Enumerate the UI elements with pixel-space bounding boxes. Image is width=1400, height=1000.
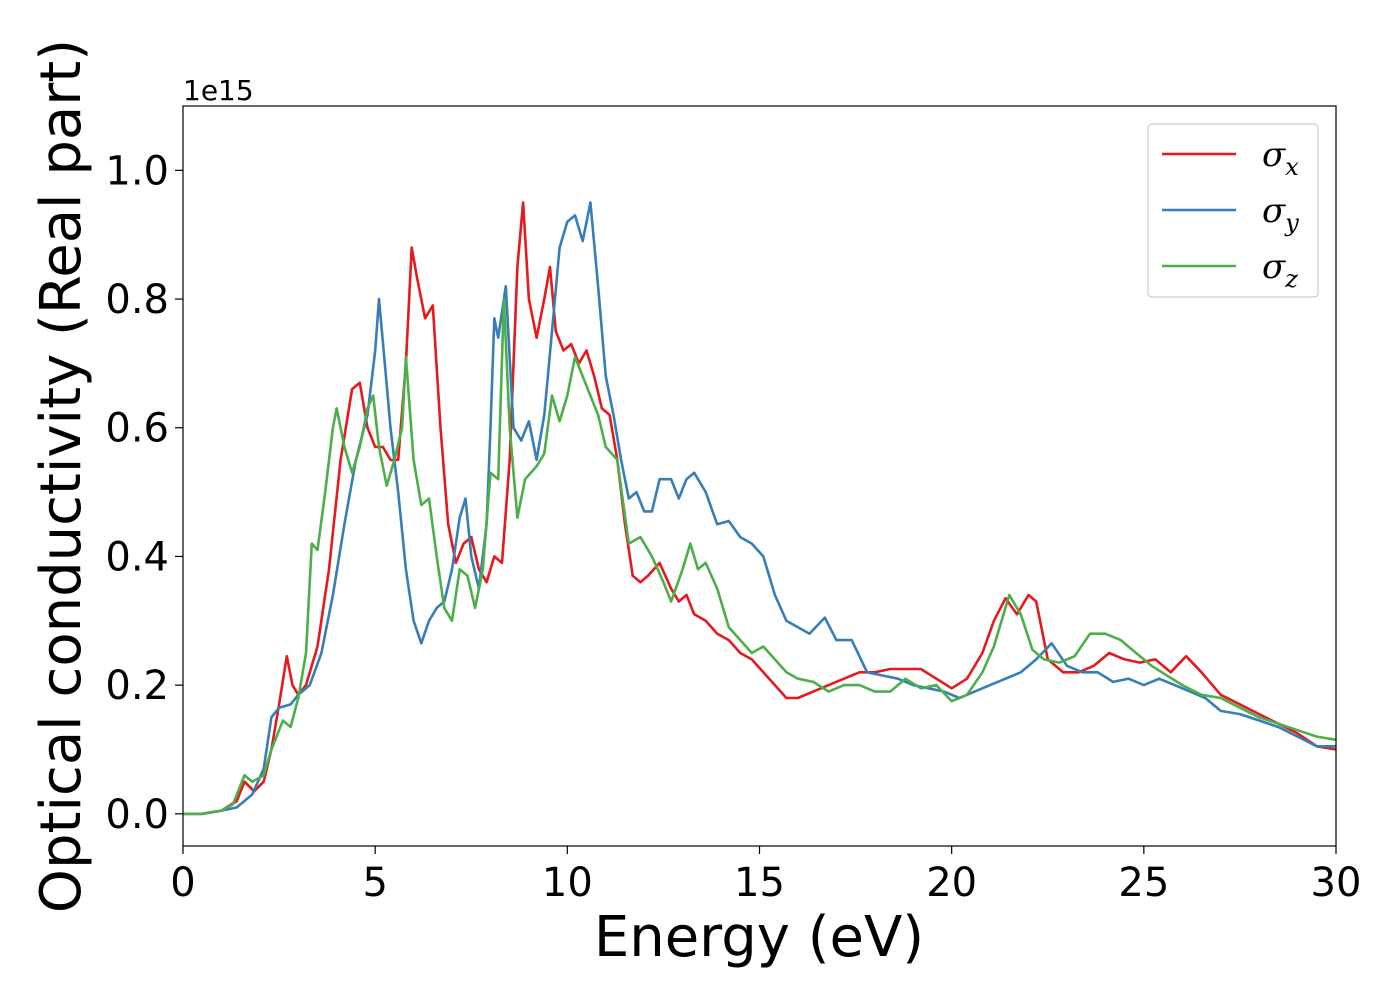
y-tick-label: 0.0 xyxy=(105,792,169,838)
x-tick-label: 30 xyxy=(1311,860,1362,906)
x-tick-label: 10 xyxy=(542,860,593,906)
y-tick-label: 0.2 xyxy=(105,663,169,709)
series-line-z xyxy=(183,297,1337,816)
y-tick-label: 0.4 xyxy=(105,534,169,580)
y-offset-label: 1e15 xyxy=(183,74,254,107)
x-tick-label: 0 xyxy=(170,860,195,906)
x-tick-label: 15 xyxy=(734,860,785,906)
x-tick-label: 20 xyxy=(926,860,977,906)
y-tick-label: 0.8 xyxy=(105,277,169,323)
y-tick-label: 0.6 xyxy=(105,406,169,452)
plot-area xyxy=(183,201,1337,816)
y-axis-title: Optical conductivity (Real part) xyxy=(29,39,94,913)
x-tick-label: 25 xyxy=(1118,860,1169,906)
x-tick-label: 5 xyxy=(362,860,387,906)
x-axis-ticks: 0 5 10 15 20 25 30 xyxy=(170,846,1361,906)
x-axis-title: Energy (eV) xyxy=(594,905,924,970)
y-tick-label: 1.0 xyxy=(105,148,169,194)
series-line-y xyxy=(183,201,1336,816)
y-axis-ticks: 0.0 0.2 0.4 0.6 0.8 1.0 xyxy=(105,148,183,838)
